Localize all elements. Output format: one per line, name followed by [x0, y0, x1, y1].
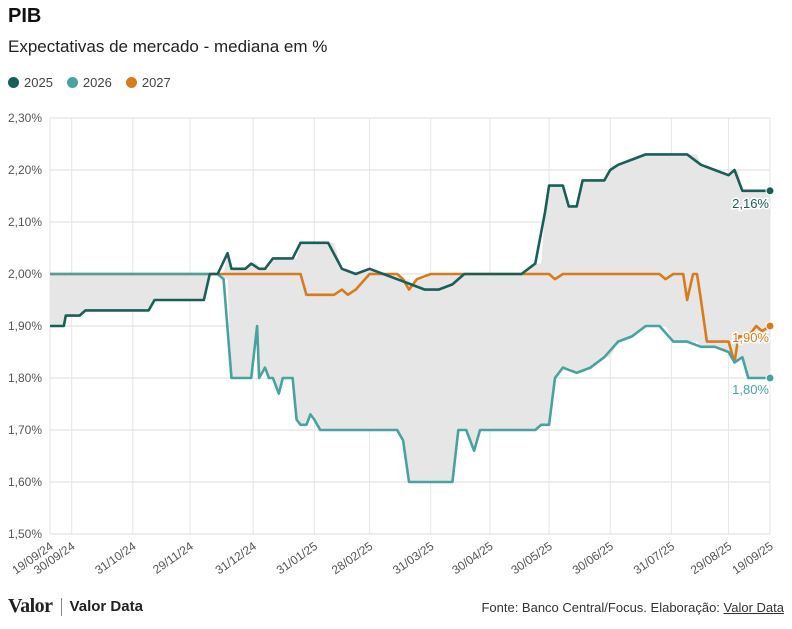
legend-label-2026: 2026: [82, 75, 112, 90]
x-tick-label: 31/01/25: [274, 539, 321, 577]
x-tick-label: 31/03/25: [390, 539, 437, 577]
x-tick-label: 31/10/24: [92, 539, 139, 577]
end-label-2027: 1,90%: [732, 330, 769, 345]
x-tick-label: 30/05/25: [508, 539, 555, 577]
logo-divider: [60, 597, 62, 616]
legend-item-2025[interactable]: 2025: [8, 75, 53, 90]
end-point-2025: [765, 186, 775, 196]
y-tick-label: 2,20%: [8, 163, 42, 177]
legend-label-2025: 2025: [24, 75, 53, 90]
legend-item-2027[interactable]: 2027: [125, 75, 171, 90]
end-label-2025: 2,16%: [732, 196, 769, 211]
y-tick-label: 1,80%: [8, 371, 42, 385]
min-max-band: [50, 154, 770, 482]
x-tick-label: 30/04/25: [449, 539, 496, 577]
x-tick-label: 31/12/24: [213, 539, 260, 577]
legend-item-2026[interactable]: 2026: [66, 75, 112, 90]
end-label-2026: 1,80%: [732, 382, 769, 397]
y-tick-label: 1,70%: [8, 423, 42, 437]
y-tick-label: 2,00%: [8, 267, 42, 281]
series-line-2025: [50, 153, 770, 328]
legend-label-2027: 2027: [141, 75, 171, 90]
y-tick-label: 2,30%: [8, 111, 42, 125]
chart-title: PIB: [8, 5, 42, 27]
series-line-2027: [50, 272, 771, 364]
legend-marker-2027: [125, 77, 137, 88]
y-tick-label: 1,90%: [8, 319, 42, 333]
series-line-2026: [50, 272, 770, 484]
end-point-2026: [765, 373, 775, 383]
source-text: Fonte: Banco Central/Focus. Elaboração:: [481, 600, 724, 615]
chart-subtitle: Expectativas de mercado - mediana em %: [8, 37, 328, 56]
x-tick-label: 29/11/24: [150, 539, 196, 577]
x-tick-label: 29/08/25: [688, 539, 735, 577]
x-tick-label: 28/02/25: [329, 539, 376, 577]
y-tick-label: 1,60%: [8, 475, 42, 489]
footer-logos: Valor Valor Data: [8, 595, 143, 618]
valor-data-logo: Valor Data: [69, 598, 143, 615]
legend-marker-2025: [8, 77, 19, 88]
valor-logo: Valor: [8, 595, 53, 617]
source-note: Fonte: Banco Central/Focus. Elaboração: …: [481, 600, 784, 615]
source-link[interactable]: Valor Data: [723, 600, 784, 615]
legend-marker-2026: [66, 77, 78, 88]
y-tick-label: 2,10%: [8, 215, 42, 229]
chart-legend: 2025 2026 2027: [8, 75, 171, 90]
x-tick-label: 30/06/25: [570, 539, 617, 577]
x-tick-label: 31/07/25: [631, 539, 678, 577]
y-tick-label: 1,50%: [8, 527, 42, 541]
x-tick-label: 19/09/25: [729, 539, 776, 577]
end-point-2027: [765, 321, 775, 331]
